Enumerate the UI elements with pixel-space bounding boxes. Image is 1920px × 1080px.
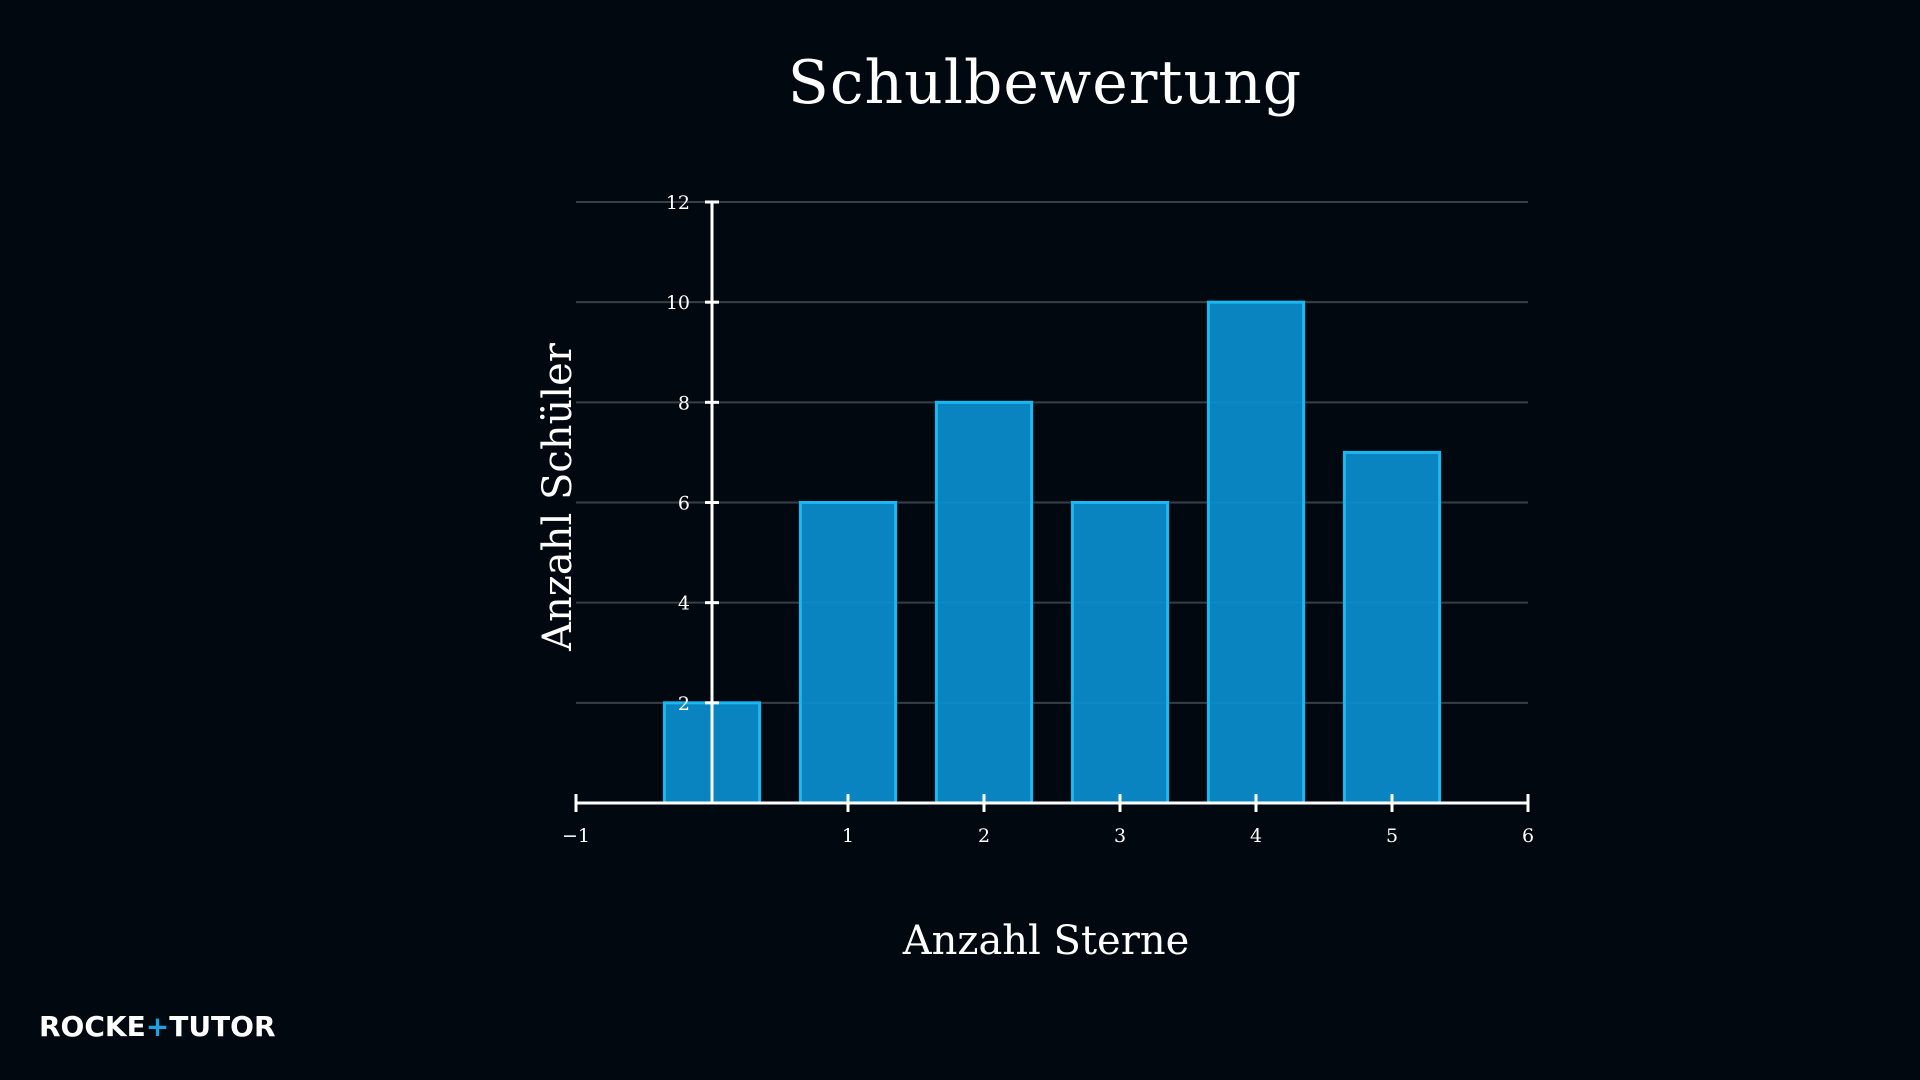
x-tick-label: 2	[978, 825, 990, 847]
logo-text-right: TUTOR	[169, 1010, 276, 1043]
bar	[798, 501, 898, 805]
y-tick-label: 2	[678, 693, 690, 715]
logo-plus: +	[145, 1010, 170, 1043]
y-tick-label: 6	[678, 493, 690, 515]
x-tick-label: 4	[1250, 825, 1262, 847]
y-axis-label: Anzahl Schüler	[535, 343, 581, 651]
chart-title: Schulbewertung	[787, 48, 1303, 118]
y-tick-label: 12	[666, 192, 690, 214]
y-tick-label: 8	[678, 392, 690, 414]
x-tick-label: −1	[562, 825, 590, 847]
bar	[1342, 450, 1442, 805]
x-tick-label: 3	[1114, 825, 1126, 847]
bar	[1206, 300, 1306, 805]
brand-logo: ROCKE+TUTOR	[39, 1010, 276, 1043]
x-tick-label: 5	[1386, 825, 1398, 847]
x-tick-label: 1	[842, 825, 854, 847]
y-tick-label: 10	[666, 292, 690, 314]
logo-text-left: ROCKE	[39, 1010, 146, 1043]
x-tick-label: 6	[1522, 825, 1534, 847]
bar	[1070, 501, 1170, 805]
y-tick-label: 4	[678, 593, 690, 615]
x-axis-label: Anzahl Sterne	[902, 918, 1190, 964]
bar	[934, 400, 1034, 805]
